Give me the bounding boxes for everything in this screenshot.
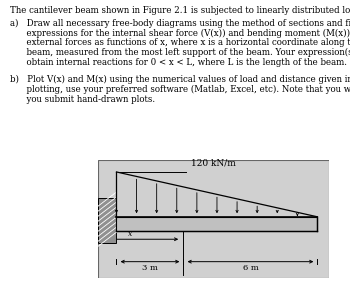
Text: 3 m: 3 m	[142, 264, 158, 272]
Text: 120 kN/m: 120 kN/m	[191, 158, 236, 167]
Bar	[117, 217, 317, 231]
Text: a)   Draw all necessary free-body diagrams using the method of sections and find: a) Draw all necessary free-body diagrams…	[10, 19, 350, 28]
Text: x: x	[128, 230, 132, 238]
Text: obtain internal reactions for 0 < x < L, where L is the length of the beam.: obtain internal reactions for 0 < x < L,…	[10, 58, 348, 67]
Text: external forces as functions of x, where x is a horizontal coordinate along the : external forces as functions of x, where…	[10, 38, 350, 47]
Bar	[98, 198, 117, 243]
Text: plotting, use your preferred software (Matlab, Excel, etc). Note that you will l: plotting, use your preferred software (M…	[10, 85, 350, 94]
Text: expressions for the internal shear force (V(x)) and bending moment (M(x)) due to: expressions for the internal shear force…	[10, 29, 350, 38]
Text: The cantilever beam shown in Figure 2.1 is subjected to linearly distributed loa: The cantilever beam shown in Figure 2.1 …	[10, 6, 350, 15]
Text: you submit hand-drawn plots.: you submit hand-drawn plots.	[10, 94, 156, 103]
Text: 6 m: 6 m	[243, 264, 258, 272]
Text: beam, measured from the most left support of the beam. Your expression(s) must a: beam, measured from the most left suppor…	[10, 48, 350, 57]
Text: b)   Plot V(x) and M(x) using the numerical values of load and distance given in: b) Plot V(x) and M(x) using the numerica…	[10, 75, 350, 84]
